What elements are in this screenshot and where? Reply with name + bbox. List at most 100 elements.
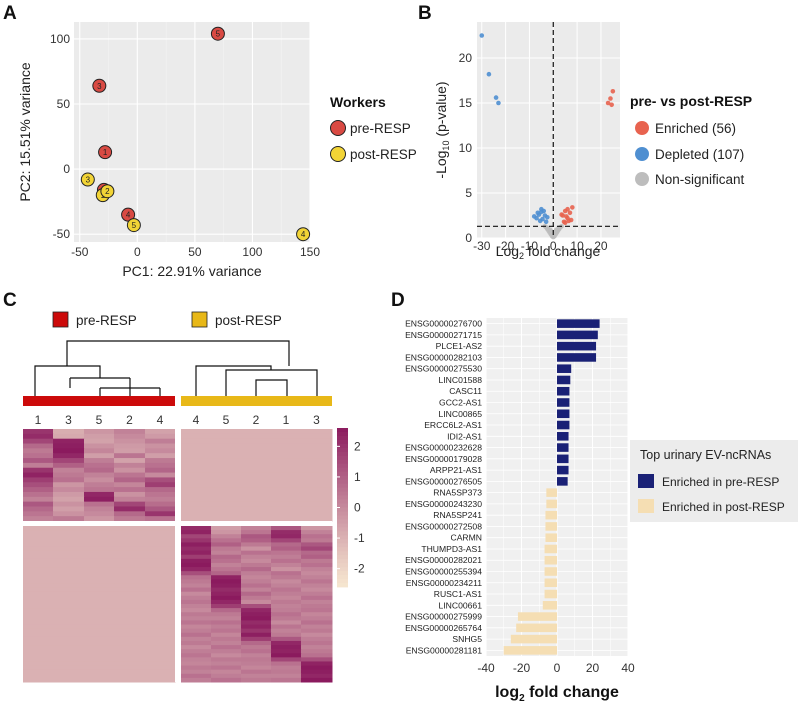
- bar-category-label: THUMPD3-AS1: [421, 544, 482, 554]
- heatmap-cell: [271, 538, 302, 543]
- volcano-x-tick-label: -10: [521, 239, 539, 253]
- heatmap-cell: [211, 669, 242, 675]
- heatmap-cell: [211, 538, 242, 543]
- dendrogram-pre-subbranch: [69, 377, 131, 388]
- heatmap-cell: [211, 491, 242, 498]
- heatmap-cell: [145, 567, 176, 572]
- heatmap-cell: [145, 530, 176, 535]
- heatmap-column-label: 2: [253, 413, 260, 427]
- colorbar-segment: [337, 495, 348, 500]
- heatmap-cell: [84, 583, 115, 589]
- heatmap-cell: [181, 467, 212, 474]
- volcano-point-depleted: [531, 214, 537, 219]
- heatmap-cell: [301, 443, 333, 449]
- colorbar-segment: [337, 431, 348, 437]
- heatmap-cell: [114, 587, 146, 593]
- heatmap-cell: [271, 661, 302, 667]
- volcano-x-tick-label: 10: [570, 239, 584, 253]
- pca-point-marker: [98, 145, 113, 160]
- heatmap-cell: [241, 516, 272, 522]
- heatmap-cell: [84, 506, 115, 512]
- heatmap-cell: [181, 567, 212, 572]
- heatmap-cell: [241, 628, 272, 634]
- heatmap-cell: [241, 467, 272, 474]
- heatmap-cell: [114, 511, 146, 517]
- heatmap-cell: [211, 620, 242, 626]
- heatmap-cell: [241, 649, 272, 654]
- pca-x-tick-label: 150: [300, 245, 320, 259]
- pca-point-label: 5: [132, 221, 137, 230]
- heatmap-cell: [145, 534, 176, 539]
- volcano-x-tick-label: 20: [594, 239, 608, 253]
- bar-ensg00000275530: [557, 364, 572, 373]
- heatmap-cell: [181, 653, 212, 658]
- heatmap-cell: [301, 554, 333, 560]
- heatmap-cell: [53, 438, 85, 445]
- heatmap-cell: [53, 587, 85, 593]
- heatmap-cell: [271, 467, 302, 474]
- heatmap-legend-pre: pre-RESP: [76, 313, 137, 328]
- heatmap-cell: [301, 612, 333, 617]
- volcano-y-tick-label: 0: [465, 231, 472, 245]
- heatmap-cell: [211, 462, 242, 469]
- heatmap-cell: [301, 546, 333, 552]
- heatmap-cell: [271, 636, 302, 642]
- heatmap-cell: [23, 595, 54, 601]
- bar-thumpd3-as1: [544, 544, 557, 554]
- heatmap-cell: [301, 438, 333, 445]
- bar-category-label: GCC2-AS1: [439, 398, 482, 408]
- heatmap-cell: [181, 438, 212, 445]
- colorbar-segment: [337, 567, 348, 572]
- heatmap-cell: [241, 538, 272, 543]
- bar-linc00661: [542, 601, 557, 610]
- heatmap-cell: [211, 558, 242, 564]
- colorbar-tick-label: -2: [354, 562, 365, 576]
- heatmap-cell: [145, 550, 176, 556]
- volcano-point-enriched: [605, 100, 611, 106]
- heatmap-cell: [53, 506, 85, 512]
- colorbar-segment: [337, 571, 348, 576]
- heatmap-cell: [181, 665, 212, 671]
- heatmap-cell: [53, 583, 85, 589]
- heatmap-cell: [145, 516, 176, 522]
- heatmap-cell: [271, 462, 302, 469]
- colorbar-segment: [337, 539, 348, 544]
- heatmap-cell: [271, 599, 302, 605]
- heatmap-cell: [23, 640, 54, 646]
- heatmap-cell: [241, 487, 272, 493]
- heatmap-cell: [211, 501, 242, 507]
- heatmap-cell: [301, 673, 333, 679]
- heatmap-cell: [84, 538, 115, 543]
- colorbar-segment: [337, 531, 348, 536]
- colorbar-segment: [337, 435, 348, 441]
- volcano-y-tick-label: 10: [459, 141, 473, 155]
- heatmap-cell: [114, 632, 146, 638]
- heatmap-cell: [84, 628, 115, 634]
- heatmap-cell: [145, 649, 176, 654]
- heatmap-cell: [145, 511, 176, 517]
- heatmap-cell: [84, 550, 115, 556]
- heatmap-cell: [181, 673, 212, 679]
- bar-category-label: LINC00661: [439, 600, 483, 610]
- bar-category-label: IDI2-AS1: [447, 431, 482, 441]
- heatmap-cell: [271, 516, 302, 522]
- heatmap-cell: [114, 636, 146, 642]
- bar-ensg00000282103: [557, 353, 597, 362]
- heatmap-cell: [114, 677, 146, 683]
- heatmap-cell: [84, 542, 115, 548]
- colorbar-segment: [337, 483, 348, 489]
- heatmap-cell: [211, 612, 242, 617]
- heatmap-cell: [84, 526, 115, 531]
- colorbar-segment: [337, 459, 348, 465]
- heatmap-cell: [145, 496, 176, 503]
- heatmap-cell: [84, 530, 115, 535]
- pca-point-post-3: 3: [80, 172, 95, 187]
- colorbar-segment: [337, 439, 348, 445]
- heatmap-cell: [301, 526, 333, 531]
- heatmap-cell: [301, 516, 333, 522]
- heatmap-cell: [271, 640, 302, 646]
- pca-y-tick-label: 100: [50, 32, 70, 46]
- heatmap-cell: [53, 645, 85, 650]
- heatmap-cell: [145, 487, 176, 493]
